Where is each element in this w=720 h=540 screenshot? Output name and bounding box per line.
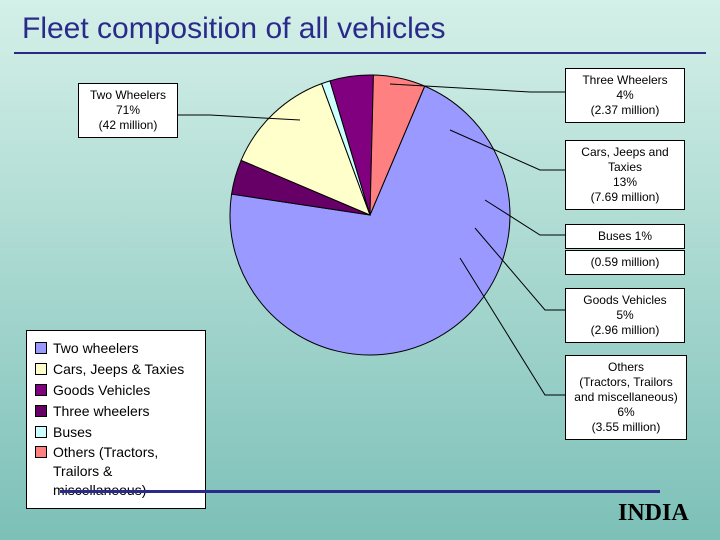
legend-label: Buses bbox=[53, 423, 92, 442]
callout-line: (7.69 million) bbox=[572, 190, 678, 205]
callout-line: Taxies bbox=[572, 160, 678, 175]
callout-line: Two Wheelers bbox=[85, 88, 171, 103]
footer-line bbox=[60, 490, 660, 493]
callout-line: and miscellaneous) bbox=[572, 390, 680, 405]
legend-label: Goods Vehicles bbox=[53, 381, 150, 400]
callout-line: (0.59 million) bbox=[572, 255, 678, 270]
legend-item: Buses bbox=[35, 423, 197, 442]
callout-three-wheelers: Three Wheelers 4% (2.37 million) bbox=[565, 68, 685, 123]
legend-swatch bbox=[35, 405, 47, 417]
legend-swatch bbox=[35, 363, 47, 375]
legend-item: Two wheelers bbox=[35, 339, 197, 358]
callout-line: 6% bbox=[572, 405, 680, 420]
legend-item: Goods Vehicles bbox=[35, 381, 197, 400]
callout-line: 5% bbox=[572, 308, 678, 323]
legend: Two wheelers Cars, Jeeps & Taxies Goods Ve… bbox=[26, 330, 206, 509]
legend-label: Three wheelers bbox=[53, 402, 150, 421]
legend-item: Cars, Jeeps & Taxies bbox=[35, 360, 197, 379]
callout-line: Others bbox=[572, 360, 680, 375]
callout-goods: Goods Vehicles 5% (2.96 million) bbox=[565, 288, 685, 343]
callout-others: Others (Tractors, Trailors and miscellan… bbox=[565, 355, 687, 440]
callout-line: 71% bbox=[85, 103, 171, 118]
footer-country: INDIA bbox=[618, 500, 689, 527]
legend-swatch bbox=[35, 446, 47, 458]
legend-item: Three wheelers bbox=[35, 402, 197, 421]
title-underline bbox=[14, 52, 706, 54]
callout-two-wheelers: Two Wheelers 71% (42 million) bbox=[78, 83, 178, 138]
legend-swatch bbox=[35, 384, 47, 396]
callout-cars: Cars, Jeeps and Taxies 13% (7.69 million… bbox=[565, 140, 685, 210]
callout-line: Cars, Jeeps and bbox=[572, 145, 678, 160]
chart-title: Fleet composition of all vehicles bbox=[22, 12, 446, 46]
callout-line: Three Wheelers bbox=[572, 73, 678, 88]
callout-buses: Buses 1% bbox=[565, 224, 685, 249]
callout-line: 4% bbox=[572, 88, 678, 103]
callout-line: (42 million) bbox=[85, 118, 171, 133]
callout-buses-2: (0.59 million) bbox=[565, 250, 685, 275]
callout-line: (Tractors, Trailors bbox=[572, 375, 680, 390]
legend-swatch bbox=[35, 342, 47, 354]
pie-svg bbox=[225, 70, 515, 360]
legend-label: Two wheelers bbox=[53, 339, 139, 358]
legend-swatch bbox=[35, 426, 47, 438]
callout-line: (2.96 million) bbox=[572, 323, 678, 338]
callout-line: Goods Vehicles bbox=[572, 293, 678, 308]
callout-line: Buses 1% bbox=[572, 229, 678, 244]
callout-line: 13% bbox=[572, 175, 678, 190]
callout-line: (2.37 million) bbox=[572, 103, 678, 118]
pie-chart bbox=[225, 70, 515, 360]
legend-label: Cars, Jeeps & Taxies bbox=[53, 360, 184, 379]
callout-line: (3.55 million) bbox=[572, 420, 680, 435]
